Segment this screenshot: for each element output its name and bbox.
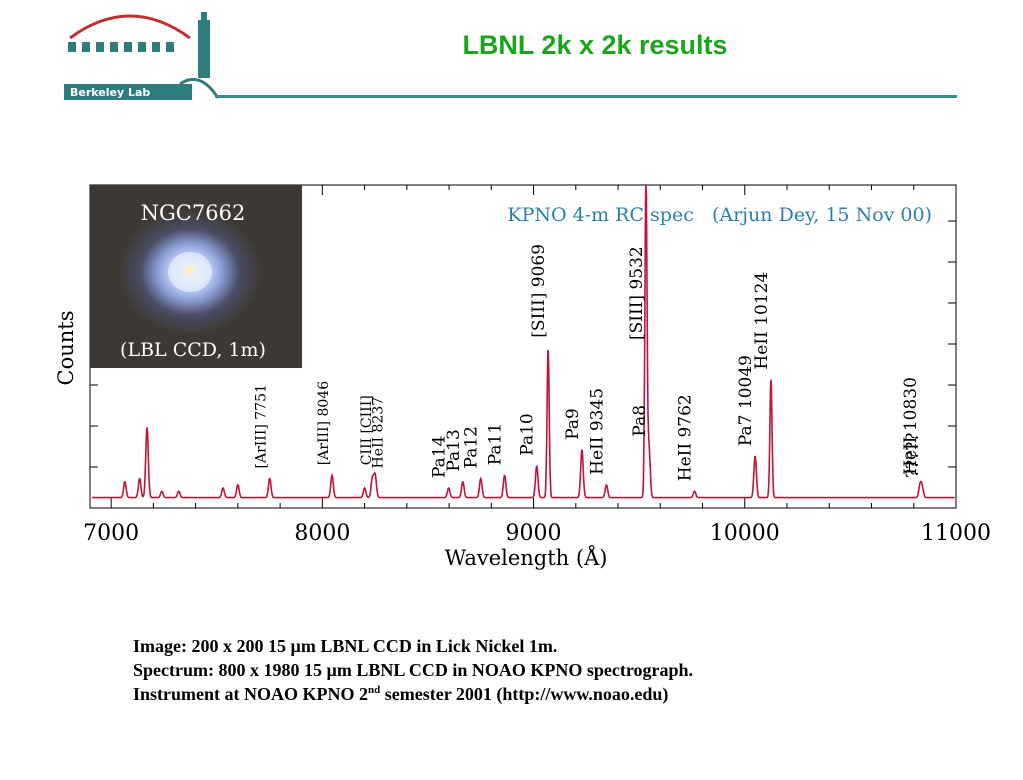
inset-label-bottom: (LBL CCD, 1m) (120, 339, 266, 361)
emission-line-label: Pa10 (518, 413, 538, 455)
spectrum-line (92, 184, 955, 499)
x-axis-label: Wavelength (Å) (445, 545, 608, 570)
caption-line-2: Spectrum: 800 x 1980 15 µm LBNL CCD in N… (133, 660, 694, 680)
caption-line-3: Instrument at NOAO KPNO 2nd semester 200… (133, 682, 693, 706)
emission-line-label: [ArIII] 8046 (316, 381, 332, 465)
x-tick-label: 9000 (506, 521, 562, 546)
emission-line-label: HeII 10830 (901, 377, 921, 475)
emission-line-label: HeII 9345 (587, 388, 607, 475)
emission-line-label: [ArIII] 7751 (254, 384, 270, 468)
emission-line-label: Pa11 (486, 423, 506, 465)
caption-line-3-post: semester 2001 (http://www.noao.edu) (380, 684, 669, 704)
caption-line-3-pre: Instrument at NOAO KPNO 2 (133, 684, 368, 704)
emission-line-label: CIII [CIII] (359, 395, 375, 465)
emission-line-label: ????? (903, 432, 923, 478)
y-axis-label: Counts (54, 311, 78, 386)
emission-line-label: HeII 8237 (370, 397, 386, 469)
x-tick-label: 7000 (83, 521, 139, 546)
x-tick-label: 8000 (294, 521, 350, 546)
slide-title: LBNL 2k x 2k results (462, 30, 728, 60)
emission-line-label: Pa13 (444, 429, 464, 471)
x-tick-label: 10000 (710, 521, 780, 546)
emission-line-label: [SIII] 9532 (627, 246, 647, 340)
caption-line-3-sup: nd (368, 684, 381, 696)
emission-line-label: Pa12 (462, 426, 482, 468)
berkeley-lab-logo: Berkeley Lab (64, 12, 220, 100)
emission-line-label: HeII 9762 (676, 394, 696, 481)
inset-label-top: NGC7662 (141, 201, 246, 225)
caption-line-1: Image: 200 x 200 15 µm LBNL CCD in Lick … (133, 636, 558, 656)
nebula-inset: NGC7662 (LBL CCD, 1m) (90, 185, 302, 368)
emission-line-label: Pa7 10049 (736, 355, 756, 446)
emission-line-label: HeII 10124 (752, 272, 772, 370)
caption: Image: 200 x 200 15 µm LBNL CCD in Lick … (133, 634, 693, 706)
emission-line-label: Pa9 (563, 408, 583, 440)
x-tick-label: 11000 (921, 521, 991, 546)
emission-line-label: [SIII] 9069 (529, 244, 549, 338)
logo-wordmark: Berkeley Lab (70, 86, 150, 99)
emission-line-label: Pa8 (630, 405, 650, 437)
chart-title: KPNO 4-m RC spec (Arjun Dey, 15 Nov 00) (507, 204, 932, 226)
header-rule (215, 95, 957, 98)
emission-line-label: Pa14 (430, 436, 450, 478)
